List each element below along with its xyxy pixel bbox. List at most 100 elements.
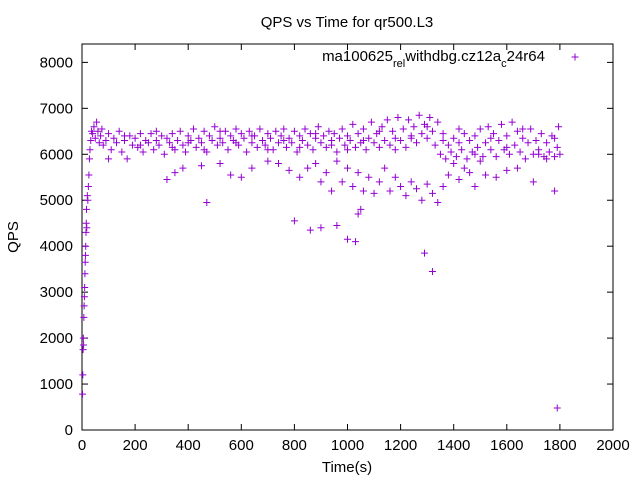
data-point bbox=[224, 146, 232, 154]
data-point bbox=[471, 132, 479, 140]
data-point bbox=[415, 111, 423, 119]
data-point bbox=[513, 127, 521, 135]
data-point bbox=[508, 118, 516, 126]
data-point bbox=[532, 137, 540, 144]
data-point bbox=[123, 155, 131, 163]
data-point bbox=[407, 178, 415, 186]
data-point bbox=[516, 148, 524, 156]
data-point bbox=[439, 137, 447, 144]
data-point bbox=[184, 139, 192, 147]
data-point bbox=[168, 130, 176, 138]
data-point bbox=[99, 141, 107, 149]
data-point bbox=[482, 139, 490, 147]
data-point bbox=[213, 141, 221, 149]
data-point bbox=[455, 176, 463, 184]
data-point bbox=[259, 137, 267, 144]
data-point bbox=[80, 302, 88, 310]
data-point bbox=[555, 123, 563, 131]
data-point bbox=[336, 134, 344, 142]
legend-marker-symbol bbox=[571, 53, 579, 61]
data-point bbox=[232, 139, 240, 147]
data-point bbox=[511, 141, 519, 149]
data-point bbox=[85, 171, 93, 179]
data-point bbox=[267, 134, 275, 142]
data-point bbox=[519, 125, 527, 133]
data-point bbox=[359, 125, 367, 133]
x-tick-label: 600 bbox=[229, 437, 254, 454]
data-point bbox=[90, 123, 98, 131]
data-point bbox=[245, 127, 253, 135]
data-point bbox=[458, 146, 466, 154]
data-point bbox=[420, 249, 428, 257]
data-point bbox=[551, 187, 559, 195]
legend-text-part: rel bbox=[393, 58, 405, 70]
data-point bbox=[296, 132, 304, 140]
data-point bbox=[476, 157, 484, 165]
data-point bbox=[455, 125, 463, 133]
data-point bbox=[497, 120, 505, 128]
data-point bbox=[81, 258, 89, 266]
data-point bbox=[150, 146, 158, 154]
data-point bbox=[312, 130, 320, 138]
legend-text-part: w bbox=[404, 48, 416, 65]
data-point bbox=[264, 130, 272, 138]
data-point bbox=[203, 199, 211, 207]
data-point bbox=[113, 139, 121, 147]
data-point bbox=[317, 139, 325, 147]
data-point bbox=[466, 137, 474, 144]
data-point bbox=[394, 114, 402, 122]
data-point bbox=[397, 137, 405, 144]
data-point bbox=[325, 127, 333, 135]
data-point bbox=[439, 182, 447, 190]
data-point bbox=[543, 139, 551, 147]
data-point bbox=[288, 139, 296, 147]
data-point bbox=[338, 125, 346, 133]
data-point bbox=[84, 196, 92, 204]
data-point bbox=[503, 143, 511, 151]
data-point bbox=[333, 148, 341, 156]
data-point bbox=[256, 125, 264, 133]
data-point bbox=[306, 226, 314, 234]
data-point bbox=[93, 118, 101, 126]
data-point bbox=[413, 185, 421, 193]
data-point bbox=[476, 125, 484, 133]
data-point bbox=[436, 150, 444, 158]
data-point bbox=[405, 116, 413, 124]
data-point bbox=[505, 150, 513, 158]
data-point bbox=[503, 166, 511, 174]
data-point bbox=[490, 130, 498, 138]
data-point bbox=[351, 143, 359, 151]
data-point bbox=[444, 171, 452, 179]
data-point bbox=[471, 182, 479, 190]
data-point bbox=[83, 192, 91, 200]
data-point bbox=[208, 137, 216, 144]
data-point bbox=[184, 132, 192, 140]
data-point bbox=[471, 150, 479, 158]
data-point bbox=[362, 146, 370, 154]
data-point bbox=[290, 127, 298, 135]
data-point bbox=[447, 148, 455, 156]
data-point bbox=[328, 187, 336, 195]
data-point bbox=[338, 178, 346, 186]
data-point bbox=[94, 127, 102, 135]
data-point bbox=[80, 293, 88, 301]
data-point bbox=[439, 130, 447, 138]
data-point bbox=[431, 141, 439, 149]
data-point bbox=[86, 146, 94, 154]
data-point bbox=[402, 143, 410, 151]
data-point bbox=[484, 123, 492, 131]
data-point bbox=[82, 228, 90, 236]
legend-marker bbox=[571, 53, 579, 61]
data-point bbox=[89, 130, 97, 138]
data-point bbox=[144, 139, 152, 147]
data-point bbox=[243, 148, 251, 156]
data-point bbox=[407, 134, 415, 142]
y-tick-label: 8000 bbox=[40, 54, 73, 71]
data-point bbox=[314, 123, 322, 131]
data-point bbox=[83, 205, 91, 213]
data-point bbox=[277, 132, 285, 140]
data-point bbox=[83, 224, 91, 232]
data-point bbox=[333, 222, 341, 230]
data-point bbox=[81, 284, 89, 292]
data-point bbox=[428, 189, 436, 197]
